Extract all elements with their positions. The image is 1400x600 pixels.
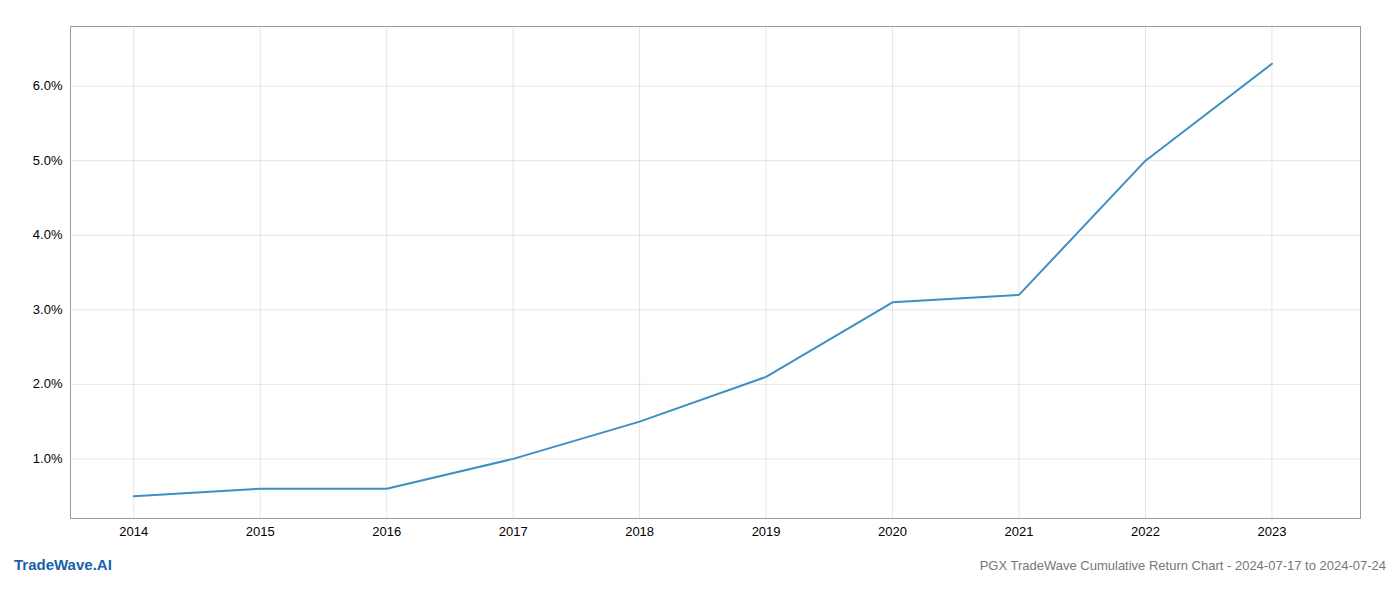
svg-text:1.0%: 1.0% [33, 451, 63, 466]
svg-text:2014: 2014 [119, 524, 148, 539]
svg-text:2015: 2015 [246, 524, 275, 539]
svg-text:5.0%: 5.0% [33, 153, 63, 168]
html-text:PGX TradeWave Cumulative Retur: PGX TradeWave Cumulative Return Chart - … [979, 558, 1386, 573]
svg-text:3.0%: 3.0% [33, 302, 63, 317]
html-text:TradeWave.AI: TradeWave.AI [14, 556, 112, 573]
svg-text:2018: 2018 [625, 524, 654, 539]
svg-text:2023: 2023 [1258, 524, 1287, 539]
svg-text:2.0%: 2.0% [33, 376, 63, 391]
svg-text:2017: 2017 [499, 524, 528, 539]
svg-text:2019: 2019 [752, 524, 781, 539]
svg-text:2022: 2022 [1131, 524, 1160, 539]
svg-text:4.0%: 4.0% [33, 227, 63, 242]
svg-text:2016: 2016 [372, 524, 401, 539]
svg-text:2021: 2021 [1005, 524, 1034, 539]
svg-text:6.0%: 6.0% [33, 78, 63, 93]
svg-text:2020: 2020 [878, 524, 907, 539]
